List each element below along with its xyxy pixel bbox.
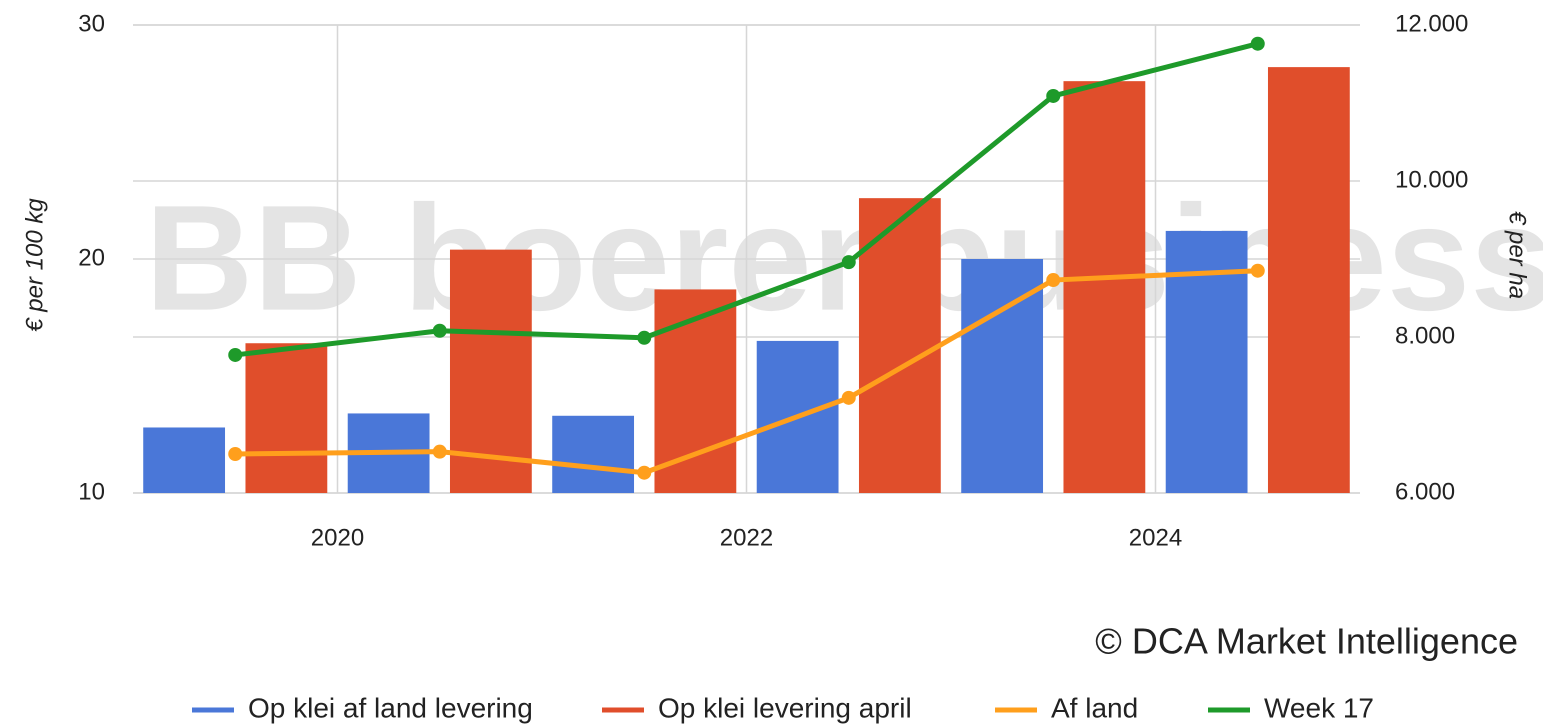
point [637, 465, 652, 480]
legend-label: Op klei levering april [658, 692, 912, 723]
bar [654, 289, 737, 493]
y2-axis-title: € per ha [1504, 211, 1531, 299]
point [228, 447, 243, 461]
bar [858, 198, 941, 493]
x-tick-label: 2020 [311, 524, 364, 551]
bar [1267, 67, 1350, 494]
x-tick-label: 2022 [720, 524, 773, 551]
legend-label: Op klei af land levering [248, 692, 533, 723]
point [841, 255, 856, 270]
point [432, 323, 447, 338]
point [637, 330, 652, 345]
y-axis-title: € per 100 kg [21, 198, 48, 332]
point [1250, 36, 1265, 51]
bar [1063, 81, 1146, 493]
bar [961, 259, 1044, 493]
line [235, 268, 1258, 476]
y2-tick-label: 8.000 [1395, 322, 1455, 349]
point [1046, 273, 1061, 288]
y-tick-label: 10 [78, 478, 105, 505]
legend-label: Week 17 [1264, 692, 1374, 723]
point [432, 444, 447, 459]
y2-tick-label: 10.000 [1395, 166, 1468, 193]
line [234, 41, 1259, 358]
y2-tick-label: 12.000 [1395, 10, 1468, 37]
bar [245, 343, 328, 493]
bar [143, 427, 226, 493]
credit: © DCA Market Intelligence [1095, 621, 1518, 662]
y-tick-label: 20 [78, 244, 105, 271]
x-tick-label: 2024 [1129, 524, 1182, 551]
point [1250, 263, 1265, 278]
bar [552, 415, 635, 493]
y-tick-label: 30 [78, 10, 105, 37]
point [228, 347, 243, 362]
legend-label: Af land [1051, 692, 1138, 723]
point [1046, 88, 1061, 103]
point [841, 390, 856, 405]
y2-tick-label: 6.000 [1395, 478, 1455, 505]
